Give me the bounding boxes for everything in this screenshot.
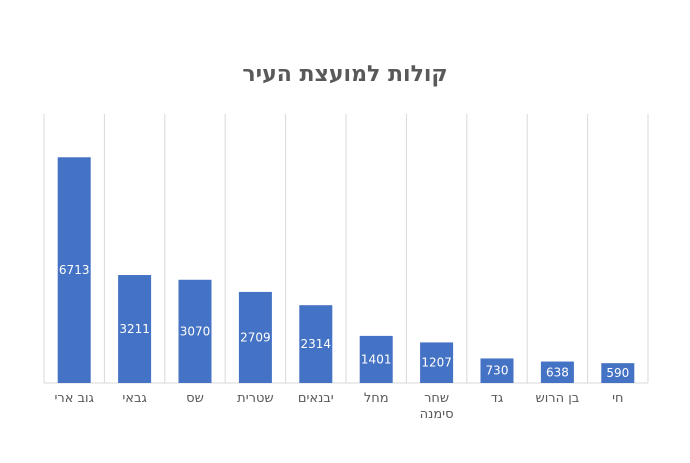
bar (118, 275, 152, 383)
data-label: 1401 (361, 352, 392, 366)
data-label: 590 (606, 366, 629, 380)
x-tick-label: חי (612, 391, 623, 406)
x-tick-label: שס (186, 391, 204, 406)
bar (359, 335, 393, 383)
data-label: 638 (546, 365, 569, 379)
x-tick-label: בן הרוש (536, 391, 580, 406)
data-label: 1207 (421, 356, 452, 370)
bar (238, 291, 272, 383)
x-tick-label: גוב ארי (54, 391, 93, 406)
data-label: 3211 (119, 322, 150, 336)
data-label: 2709 (240, 330, 271, 344)
bar (420, 342, 454, 383)
bar (178, 279, 212, 383)
x-tick-label: מחל (364, 391, 389, 406)
bar (57, 157, 91, 383)
x-tick-label: שטרית (237, 391, 273, 406)
chart-title: קולות למועצת העיר (242, 62, 448, 87)
data-label: 6713 (59, 263, 90, 277)
bar (299, 305, 333, 383)
bar (601, 363, 635, 383)
x-tick-label: שחר (424, 391, 449, 406)
data-label: 730 (486, 364, 509, 378)
x-tick-label: גבאי (122, 391, 146, 406)
data-label: 3070 (180, 324, 211, 338)
bar (480, 358, 514, 383)
bar (540, 361, 574, 383)
x-tick-label: יבנאים (298, 391, 334, 406)
x-tick-label: גד (491, 391, 503, 406)
x-tick-label: סימנה (420, 407, 454, 422)
data-label: 2314 (301, 337, 332, 351)
